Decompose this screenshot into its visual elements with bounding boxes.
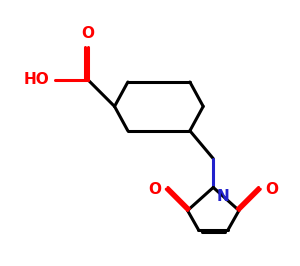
Text: HO: HO bbox=[24, 72, 49, 87]
Text: O: O bbox=[266, 182, 279, 197]
Text: O: O bbox=[148, 182, 161, 197]
Text: O: O bbox=[81, 26, 94, 41]
Text: N: N bbox=[217, 189, 230, 204]
